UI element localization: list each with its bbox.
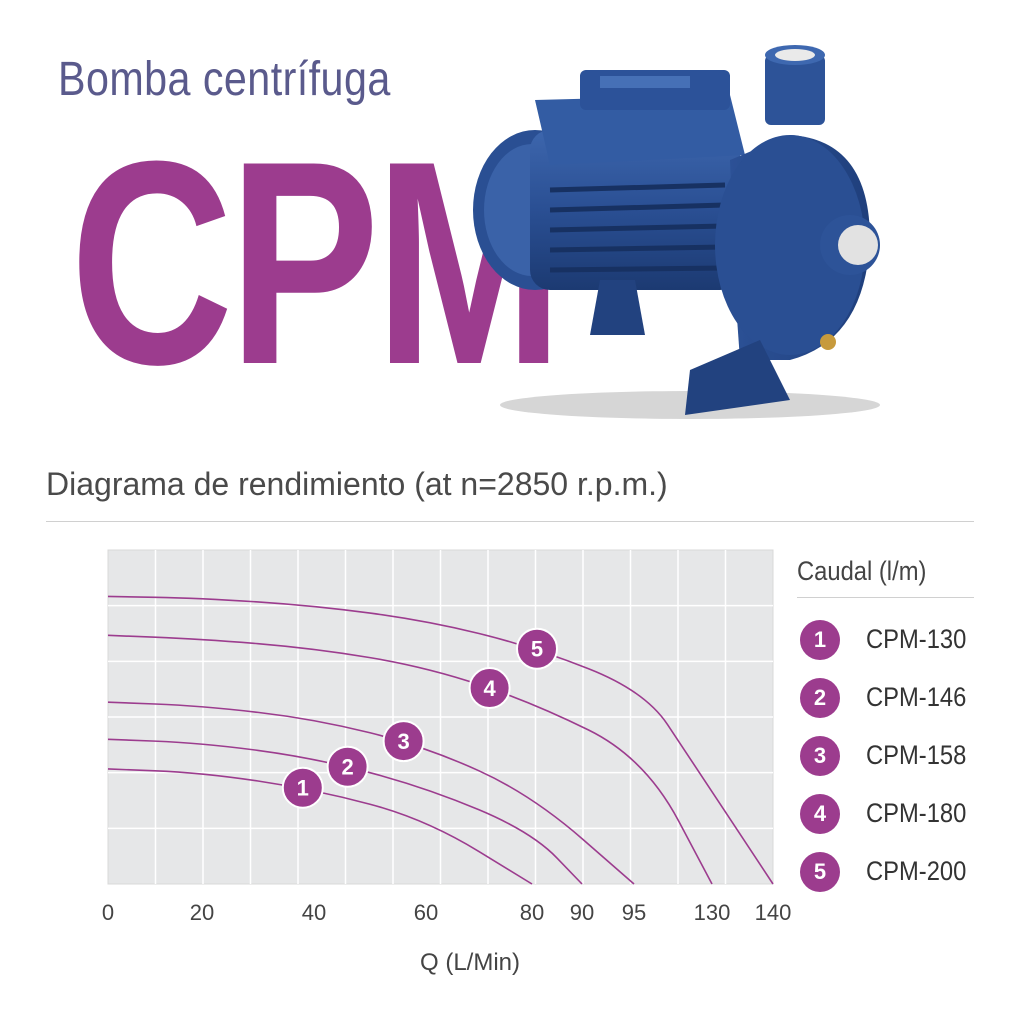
- legend-label: CPM-158: [866, 740, 967, 770]
- x-axis-label: Q (L/Min): [420, 949, 520, 976]
- series-marker-1: [281, 766, 324, 809]
- x-tick-label: 95: [622, 900, 646, 925]
- legend-badge: 4: [800, 794, 840, 834]
- series-line-cpm-200: [107, 595, 774, 885]
- series-marker-label: 2: [341, 755, 353, 780]
- series-marker-2: [326, 745, 369, 788]
- legend-item: 4 CPM-180: [800, 794, 990, 834]
- series-marker-3: [382, 720, 425, 763]
- x-tick-label: 80: [520, 900, 544, 925]
- legend-badge: 5: [800, 852, 840, 892]
- legend-label: CPM-130: [866, 624, 967, 654]
- series-marker-label: 4: [483, 676, 496, 701]
- series-marker-label: 3: [397, 729, 409, 754]
- legend-label: CPM-200: [866, 856, 967, 886]
- x-tick-label: 90: [570, 900, 594, 925]
- chart-heading: Diagrama de rendimiento (at n=2850 r.p.m…: [46, 466, 668, 502]
- legend-item: 5 CPM-200: [800, 852, 990, 892]
- series-marker-label: 5: [531, 637, 543, 662]
- series-marker-label: 1: [297, 776, 309, 801]
- legend-item: 3 CPM-158: [800, 736, 990, 776]
- divider: [46, 521, 974, 522]
- legend-badge: 1: [800, 620, 840, 660]
- legend-divider: [797, 597, 974, 598]
- x-tick-label: 0: [102, 900, 114, 925]
- series-marker-4: [468, 667, 511, 710]
- x-tick-label: 60: [414, 900, 438, 925]
- legend-badge: 2: [800, 678, 840, 718]
- x-tick-label: 40: [302, 900, 326, 925]
- x-tick-label: 140: [755, 900, 792, 925]
- product-subtitle: Bomba centrífuga: [58, 53, 391, 106]
- x-tick-label: 20: [190, 900, 214, 925]
- product-model-title: CPM: [70, 101, 563, 425]
- legend-title: Caudal (l/m): [797, 556, 927, 586]
- series-line-cpm-180: [107, 634, 713, 885]
- legend-label: CPM-180: [866, 798, 967, 828]
- series-marker-5: [516, 627, 558, 670]
- legend-item: 2 CPM-146: [800, 678, 990, 718]
- x-tick-label: 130: [694, 900, 731, 925]
- legend-badge: 3: [800, 736, 840, 776]
- series-line-cpm-130: [107, 768, 533, 885]
- legend-label: CPM-146: [866, 682, 967, 712]
- legend-item: 1 CPM-130: [800, 620, 990, 660]
- series-line-cpm-158: [107, 701, 635, 885]
- centrifugal-pump-image: [473, 45, 880, 419]
- performance-chart: 1 2 3 4 5 0 20 40 60 80 90 95 130 140 Q (L/Min): [102, 549, 792, 976]
